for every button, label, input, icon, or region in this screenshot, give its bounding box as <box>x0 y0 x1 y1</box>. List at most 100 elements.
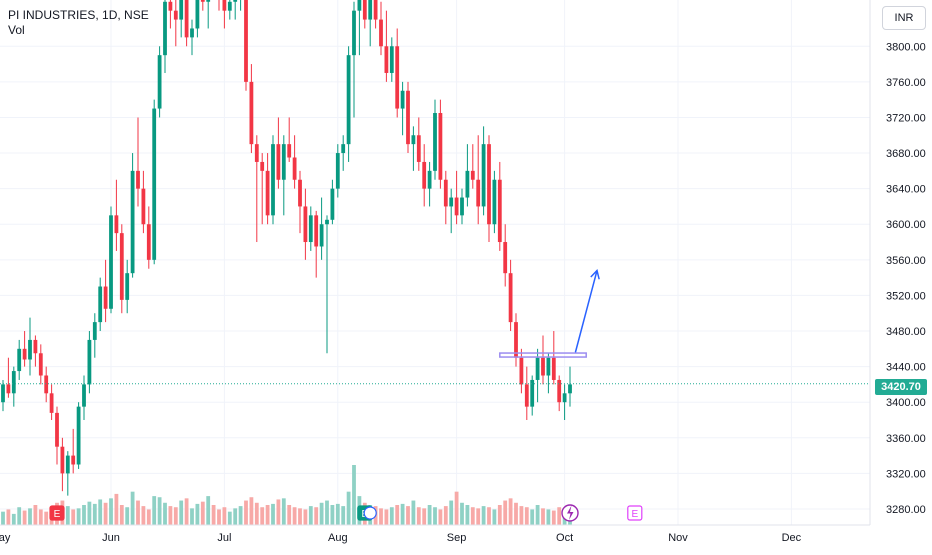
candle-body[interactable] <box>1 384 5 403</box>
candle-body[interactable] <box>28 339 32 360</box>
candle-body[interactable] <box>341 144 346 154</box>
candle-body[interactable] <box>55 412 59 447</box>
candle-body[interactable] <box>487 144 491 225</box>
candle-body[interactable] <box>335 153 340 189</box>
candle-body[interactable] <box>330 188 335 220</box>
candle-body[interactable] <box>379 19 383 47</box>
earnings-event-marker[interactable] <box>49 505 65 521</box>
candle-body[interactable] <box>292 157 297 180</box>
candle-body[interactable] <box>298 179 302 207</box>
candle-body[interactable] <box>427 170 432 189</box>
candle-body[interactable] <box>395 46 400 109</box>
candle-body[interactable] <box>465 170 470 198</box>
candle-body[interactable] <box>244 0 248 82</box>
candle-body[interactable] <box>503 242 508 274</box>
candle-body[interactable] <box>460 197 464 216</box>
candle-body[interactable] <box>195 0 200 29</box>
candle-body[interactable] <box>130 170 135 274</box>
candle-body[interactable] <box>227 1 232 11</box>
candle-body[interactable] <box>60 446 65 474</box>
candle-body[interactable] <box>406 90 410 145</box>
candle-body[interactable] <box>190 28 194 38</box>
candle-body[interactable] <box>179 0 184 20</box>
candle-body[interactable] <box>65 455 70 474</box>
candle-body[interactable] <box>492 179 497 225</box>
candle-body[interactable] <box>141 188 146 225</box>
candle-body[interactable] <box>530 379 535 407</box>
candle-body[interactable] <box>476 179 481 207</box>
candle-body[interactable] <box>109 215 113 309</box>
candle-body[interactable] <box>352 10 356 56</box>
symbol-title[interactable]: PI INDUSTRIES, 1D, NSE <box>8 8 149 22</box>
candle-body[interactable] <box>184 0 189 38</box>
candle-body[interactable] <box>568 384 572 394</box>
candle-body[interactable] <box>411 135 416 145</box>
candle-body[interactable] <box>535 357 540 380</box>
candle-body[interactable] <box>357 0 362 11</box>
candle-body[interactable] <box>497 179 502 243</box>
candle-body[interactable] <box>373 0 378 20</box>
candle-body[interactable] <box>168 1 173 11</box>
candle-body[interactable] <box>17 348 22 372</box>
candle-body[interactable] <box>508 273 513 323</box>
candle-body[interactable] <box>98 286 103 323</box>
candle-body[interactable] <box>454 197 459 216</box>
candle-body[interactable] <box>551 357 556 380</box>
candle-body[interactable] <box>33 339 38 354</box>
candle-body[interactable] <box>265 170 270 216</box>
trend-arrow-line[interactable] <box>574 270 598 353</box>
candle-body[interactable] <box>287 144 292 158</box>
candle-body[interactable] <box>22 348 27 360</box>
candle-body[interactable] <box>249 81 254 145</box>
candle-body[interactable] <box>44 375 49 394</box>
candle-body[interactable] <box>443 179 448 207</box>
earnings-event-marker[interactable] <box>627 505 643 521</box>
candle-body[interactable] <box>125 273 130 300</box>
candle-body[interactable] <box>400 90 405 109</box>
currency-button[interactable]: INR <box>882 6 926 30</box>
candle-body[interactable] <box>200 0 205 2</box>
candle-body[interactable] <box>222 0 227 11</box>
candle-body[interactable] <box>314 215 319 247</box>
volume-legend-label[interactable]: Vol <box>8 23 25 37</box>
candle-body[interactable] <box>173 10 178 20</box>
candle-body[interactable] <box>71 455 76 465</box>
candle-body[interactable] <box>449 197 454 207</box>
support-line-drawing[interactable] <box>499 352 587 358</box>
candle-body[interactable] <box>481 144 486 207</box>
candle-body[interactable] <box>308 215 313 243</box>
candle-body[interactable] <box>346 55 351 145</box>
candle-body[interactable] <box>524 384 529 407</box>
candle-body[interactable] <box>514 322 518 358</box>
candle-body[interactable] <box>76 406 81 465</box>
candle-body[interactable] <box>233 0 238 2</box>
candle-body[interactable] <box>163 1 167 56</box>
candle-body[interactable] <box>389 46 394 73</box>
candle-body[interactable] <box>119 233 124 300</box>
candle-body[interactable] <box>82 384 86 407</box>
candle-body[interactable] <box>303 206 308 243</box>
candle-body[interactable] <box>206 0 211 2</box>
dividend-marker[interactable] <box>363 506 377 520</box>
candle-body[interactable] <box>519 357 524 385</box>
candle-body[interactable] <box>276 144 281 180</box>
candle-body[interactable] <box>260 161 265 171</box>
candle-body[interactable] <box>92 322 97 340</box>
candle-body[interactable] <box>49 393 54 413</box>
candle-body[interactable] <box>157 55 162 109</box>
candle-body[interactable] <box>416 135 421 162</box>
candle-body[interactable] <box>433 113 437 171</box>
candle-body[interactable] <box>281 144 286 180</box>
candle-body[interactable] <box>254 144 259 162</box>
candle-body[interactable] <box>470 170 475 180</box>
candle-body[interactable] <box>38 353 43 376</box>
candle-body[interactable] <box>6 384 11 394</box>
candle-body[interactable] <box>152 108 157 260</box>
candle-body[interactable] <box>271 144 275 216</box>
candle-body[interactable] <box>422 161 427 189</box>
candle-body[interactable] <box>11 371 16 394</box>
candle-body[interactable] <box>541 357 545 376</box>
candle-body[interactable] <box>384 46 389 73</box>
candle-body[interactable] <box>319 224 324 247</box>
